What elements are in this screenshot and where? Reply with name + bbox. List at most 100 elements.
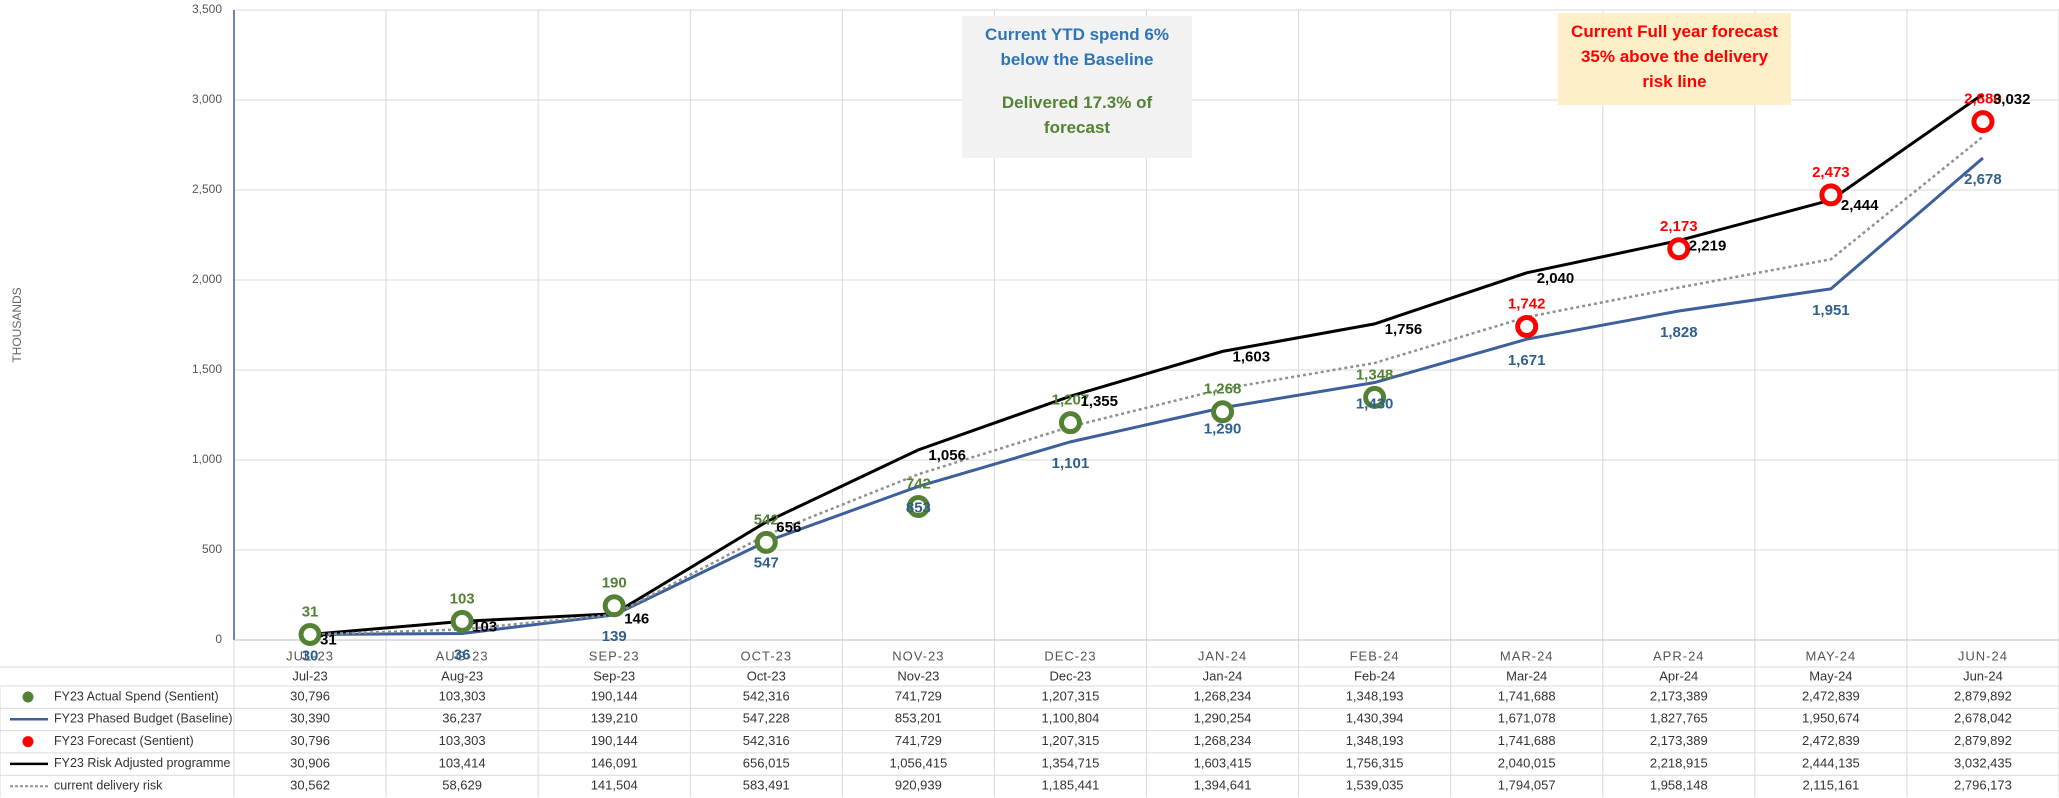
data-label: 1,756 — [1385, 321, 1423, 338]
data-label: 1,290 — [1204, 421, 1242, 438]
table-cell: 583,491 — [743, 778, 790, 793]
table-cell: 1,827,765 — [1650, 711, 1708, 726]
data-label: 190 — [602, 575, 627, 592]
y-tick-label: 2,500 — [192, 182, 222, 196]
x-tick-label: AUG-23 — [436, 648, 489, 663]
table-cell: 190,144 — [591, 688, 638, 703]
table-cell: 1,348,193 — [1346, 688, 1404, 703]
series-marker — [1058, 411, 1082, 435]
table-cell: 1,185,441 — [1042, 778, 1100, 793]
x-tick-label: JUN-24 — [1958, 648, 2008, 663]
table-cell: 1,794,057 — [1498, 778, 1556, 793]
table-cell: 1,741,688 — [1498, 688, 1556, 703]
table-header: Jul-23 — [292, 668, 327, 683]
table-cell: 1,671,078 — [1498, 711, 1556, 726]
table-cell: 2,040,015 — [1498, 755, 1556, 770]
data-label: 103 — [450, 590, 475, 607]
x-tick-label: JUL-23 — [286, 648, 334, 663]
series-marker — [1971, 110, 1995, 134]
series-marker — [1515, 314, 1539, 338]
table-header: Aug-23 — [441, 668, 483, 683]
annotation-box: Current Full year forecast 35% above the… — [1558, 13, 1791, 105]
table-cell: 2,472,839 — [1802, 733, 1860, 748]
table-cell: 542,316 — [743, 733, 790, 748]
table-cell: 1,950,674 — [1802, 711, 1860, 726]
table-cell: 1,430,394 — [1346, 711, 1404, 726]
series-line — [309, 92, 1984, 636]
data-label: 2,880 — [1964, 91, 2002, 108]
table-cell: 741,729 — [895, 688, 942, 703]
legend-label: FY23 Actual Spend (Sentient) — [54, 689, 219, 703]
table-cell: 1,741,688 — [1498, 733, 1556, 748]
table-cell: 1,958,148 — [1650, 778, 1708, 793]
y-tick-label: 3,500 — [192, 2, 222, 16]
table-header: Nov-23 — [897, 668, 939, 683]
data-label: 2,173 — [1660, 218, 1698, 235]
table-cell: 30,390 — [290, 711, 330, 726]
data-label: 1,101 — [1052, 455, 1090, 472]
table-cell: 1,268,234 — [1194, 688, 1252, 703]
table-header: Apr-24 — [1659, 668, 1698, 683]
table-header: Feb-24 — [1354, 668, 1395, 683]
series-marker — [906, 494, 930, 518]
data-label: 31 — [302, 603, 319, 620]
series-marker — [1667, 237, 1691, 261]
table-cell: 139,210 — [591, 711, 638, 726]
data-label: 853 — [906, 499, 931, 516]
table-cell: 3,032,435 — [1954, 755, 2012, 770]
series-marker — [602, 594, 626, 618]
table-cell: 146,091 — [591, 755, 638, 770]
series-marker — [1211, 400, 1235, 424]
y-axis-label: THOUSANDS — [10, 287, 24, 362]
table-cell: 2,173,389 — [1650, 688, 1708, 703]
data-label: 2,040 — [1537, 270, 1575, 287]
data-label: 1,671 — [1508, 352, 1546, 369]
x-tick-label: JAN-24 — [1198, 648, 1247, 663]
table-header: Jun-24 — [1963, 668, 2003, 683]
table-cell: 30,796 — [290, 688, 330, 703]
data-label: 1,742 — [1508, 295, 1546, 312]
table-header: May-24 — [1809, 668, 1852, 683]
table-header: Jan-24 — [1203, 668, 1243, 683]
table-cell: 1,100,804 — [1042, 711, 1100, 726]
table-cell: 2,115,161 — [1802, 778, 1859, 793]
data-label: 1,603 — [1233, 348, 1271, 365]
table-cell: 1,207,315 — [1042, 733, 1100, 748]
x-tick-label: MAY-24 — [1805, 648, 1856, 663]
y-tick-label: 2,000 — [192, 272, 222, 286]
legend-marker — [22, 691, 34, 703]
data-label: 1,056 — [928, 447, 966, 464]
table-cell: 547,228 — [743, 711, 790, 726]
table-cell: 58,629 — [442, 778, 482, 793]
table-cell: 103,303 — [439, 733, 486, 748]
data-label: 3,032 — [1993, 91, 2031, 108]
x-tick-label: MAR-24 — [1500, 648, 1554, 663]
table-cell: 36,237 — [442, 711, 482, 726]
table-cell: 1,756,315 — [1346, 755, 1404, 770]
data-label: 1,951 — [1812, 302, 1850, 319]
table-header: Oct-23 — [747, 668, 786, 683]
table-cell: 103,414 — [439, 755, 486, 770]
legend-label: FY23 Forecast (Sentient) — [54, 734, 194, 748]
x-tick-label: APR-24 — [1653, 648, 1705, 663]
table-cell: 190,144 — [591, 733, 638, 748]
data-label: 1,207 — [1052, 392, 1090, 409]
table-cell: 30,562 — [290, 778, 330, 793]
legend-label: current delivery risk — [54, 778, 163, 792]
data-label: 2,444 — [1841, 197, 1879, 214]
y-tick-label: 1,000 — [192, 452, 222, 466]
series-line — [310, 156, 1984, 637]
data-label: 542 — [754, 511, 779, 528]
y-tick-label: 1,500 — [192, 362, 222, 376]
table-cell: 30,906 — [290, 755, 330, 770]
table-cell: 1,207,315 — [1042, 688, 1100, 703]
table-cell: 2,796,173 — [1954, 778, 2012, 793]
table-cell: 853,201 — [895, 711, 942, 726]
table-cell: 656,015 — [743, 755, 790, 770]
table-cell: 2,173,389 — [1650, 733, 1708, 748]
table-cell: 2,678,042 — [1954, 711, 2012, 726]
data-label: 30 — [302, 647, 319, 664]
data-label: 1,828 — [1660, 324, 1698, 341]
data-label: 139 — [602, 628, 627, 645]
